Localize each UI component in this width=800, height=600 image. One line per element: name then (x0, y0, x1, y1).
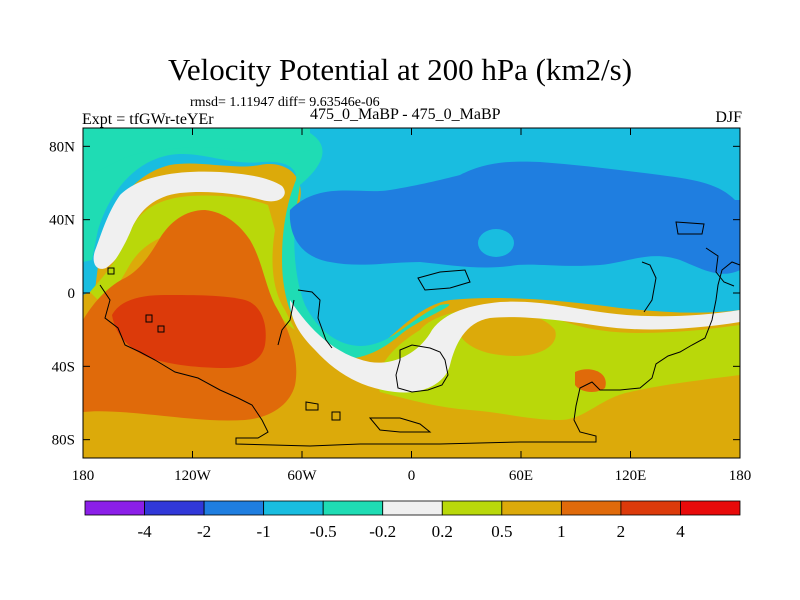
coastline-island-3 (107, 267, 115, 275)
coastline-island-2 (331, 411, 341, 421)
x-tick-label: 180 (729, 468, 752, 484)
contour-region-0.2-to-0.5-west (90, 195, 295, 330)
y-tick-label: 40N (49, 213, 75, 229)
coastline-antarctic-peninsula (368, 417, 432, 433)
x-tick-label: 120W (174, 468, 212, 484)
contour-fill-layer (83, 128, 740, 458)
contour-pocket-0.5-to-1 (457, 310, 556, 356)
coastline-island-1 (305, 401, 319, 411)
colorbar-swatch (560, 500, 622, 516)
colorbar-label: 1 (557, 522, 566, 541)
contour-region-minus0.5-to-minus0.2-north (83, 128, 310, 172)
y-tick-label: 80S (52, 433, 75, 449)
coastline-south-america-east (277, 299, 295, 346)
coastline-south-america-west (297, 289, 333, 349)
figure-title: Velocity Potential at 200 hPa (km2/s) (167, 52, 633, 87)
coastline-layer (99, 221, 740, 447)
colorbar-swatch (322, 500, 384, 516)
y-tick-label: 80N (49, 139, 75, 155)
colorbar-label: 2 (617, 522, 626, 541)
colorbar-swatch (501, 500, 562, 516)
experiment-label: Expt = tfGWr-teYEr (82, 111, 214, 128)
colorbar-label: -2 (197, 522, 211, 541)
colorbar-swatch (203, 500, 265, 516)
colorbar: -4 -2 -1 -0.5 -0.2 0.2 0.5 1 2 4 (84, 500, 741, 541)
colorbar-label: 4 (676, 522, 685, 541)
coastline-kamchatka (675, 221, 705, 235)
colorbar-label: -0.5 (310, 522, 337, 541)
y-tick-label: 40S (52, 359, 75, 375)
colorbar-swatch (382, 500, 443, 516)
colorbar-label: -0.2 (369, 522, 396, 541)
y-tick-label: 0 (68, 286, 76, 302)
colorbar-swatch (620, 500, 681, 516)
coastline-south (99, 261, 740, 447)
colorbar-label: -1 (257, 522, 271, 541)
colorbar-swatch (441, 500, 503, 516)
colorbar-swatch (144, 500, 205, 516)
x-tick-label: 60W (287, 468, 317, 484)
coastline-island-4 (145, 314, 153, 323)
x-tick-label: 180 (72, 468, 95, 484)
x-tick-label: 60E (509, 468, 533, 484)
colorbar-label: 0.2 (432, 522, 453, 541)
contour-region-minus0.2-to-0.2 (290, 300, 740, 393)
x-tick-label: 0 (408, 468, 416, 484)
colorbar-swatch (680, 500, 741, 516)
season-label: DJF (715, 109, 742, 126)
x-tick-label: 120E (615, 468, 647, 484)
contour-region-minus0.2-to-0.2-nw (93, 171, 285, 269)
coastline-island-5 (157, 325, 165, 333)
coastline-mediterranean (417, 269, 471, 291)
colorbar-swatch (84, 500, 145, 516)
colorbar-label: 0.5 (491, 522, 512, 541)
rmsd-diff-subtitle: rmsd= 1.11947 diff= 9.63546e-06 (190, 95, 380, 110)
case-comparison-label: 475_0_MaBP - 475_0_MaBP (310, 106, 501, 123)
coastline-east-asia-islands (705, 247, 735, 287)
contour-region-2-to-4 (112, 295, 266, 368)
coastline-east-asia (641, 261, 657, 313)
axes-layer: 180 120W 60W 0 60E 120E 180 80N 40N 0 40S 80S (49, 128, 751, 484)
coastline-africa-south (395, 344, 449, 393)
colorbar-swatch (263, 500, 324, 516)
contour-pocket-minus1-to-minus0.5 (478, 229, 514, 257)
contour-region-minus2-to-minus1 (289, 161, 740, 274)
colorbar-label: -4 (137, 522, 152, 541)
